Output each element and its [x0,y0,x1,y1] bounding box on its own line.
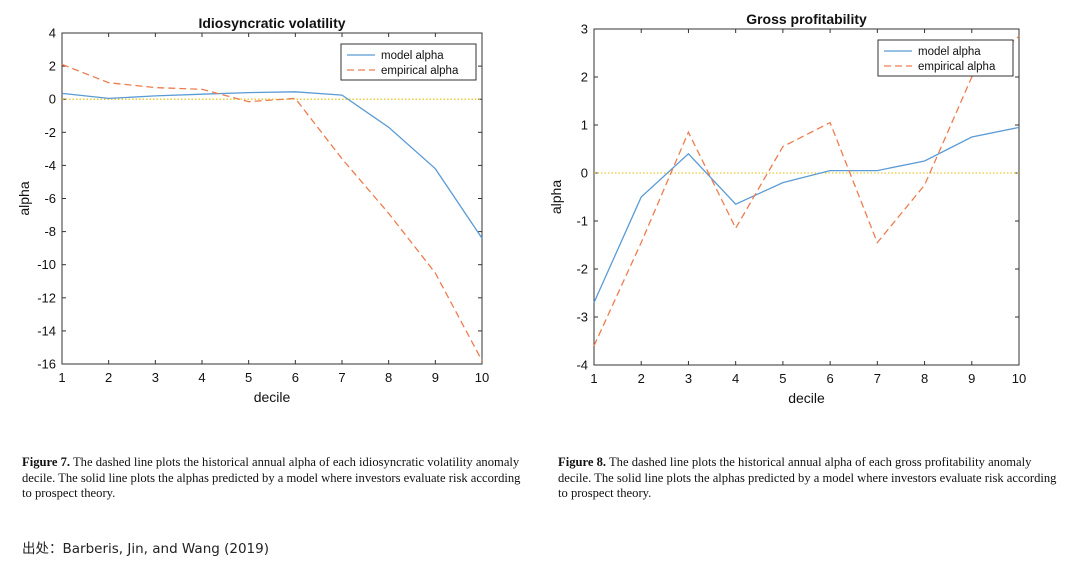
chart2-x-tick-label: 2 [638,371,645,386]
chart1-y-tick-label: -6 [44,191,56,206]
figure-8-text: The dashed line plots the historical ann… [558,455,1057,501]
chart2-x-tick-label: 7 [874,371,881,386]
chart1-y-tick-label: -14 [37,323,56,338]
chart1-x-tick-label: 10 [475,370,489,385]
chart2-x-tick-label: 3 [685,371,692,386]
chart1-y-tick-label: -16 [37,357,56,372]
chart1-x-tick-label: 2 [105,370,112,385]
chart1-legend-box [340,43,477,81]
figure-8-label: Figure 8. [558,455,607,469]
chart2-y-tick-label: 1 [581,118,588,133]
chart2-x-tick-label: 8 [921,371,928,386]
chart1-x-tick-label: 3 [152,370,159,385]
chart1-y-tick-label: 4 [49,26,56,41]
chart1-series-model-alpha [61,91,483,239]
chart1-y-tick-label: 0 [49,92,56,107]
chart1-y-tick-label: -4 [44,158,56,173]
chart1-title: Idiosyncratic volatility [198,15,345,31]
chart2-y-tick-label: -3 [576,310,588,325]
chart1-y-tick-label: -12 [37,290,56,305]
chart2-y-tick-label: -1 [576,214,588,229]
chart1-x-label: decile [254,389,291,405]
chart1-x-tick-label: 6 [292,370,299,385]
chart1-y-tick-label: -2 [44,125,56,140]
chart1-y-tick-label: -8 [44,224,56,239]
chart2-y-tick-label: 3 [581,22,588,37]
chart2-legend: model alpha empirical alpha [877,39,1014,77]
chart2-x-tick-label: 6 [826,371,833,386]
figure-7-text: The dashed line plots the historical ann… [22,455,521,501]
chart2-x-tick-label: 1 [590,371,597,386]
chart1-x-tick-label: 9 [432,370,439,385]
chart1-plot: 1 2 3 4 5 6 7 8 9 10 4 2 0 -2 -4 -6 -8 -10 -12 -14 -16 Idiosy… [16,15,489,405]
chart1-legend-label: model alpha [381,50,444,62]
figure-7-label: Figure 7. [22,455,71,469]
charts-canvas: 1 2 3 4 5 6 7 8 9 10420-2-4-6-8-10-12-14-16Idiosy… [16,11,1026,406]
chart1-legend: model alpha empirical alpha [340,43,477,81]
chart2-y-tick-label: -2 [576,262,588,277]
chart1-y-label: alpha [16,181,32,215]
chart2-x-label: decile [788,390,825,406]
chart2-legend-label: empirical alpha [918,61,996,73]
chart1-x-tick-label: 4 [198,370,205,385]
chart2-series-empirical-alpha [593,35,1020,347]
chart2-x-tick-label: 10 [1012,371,1026,386]
figure-7-caption: Figure 7. The dashed line plots the hist… [22,455,527,502]
chart2-title: Gross profitability [746,11,867,27]
chart1-x-tick-label: 7 [338,370,345,385]
chart1-y-tick-label: 2 [49,59,56,74]
figure-8-caption: Figure 8. The dashed line plots the hist… [558,455,1063,502]
chart2-y-label: alpha [548,180,564,214]
chart1-x-tick-label: 8 [385,370,392,385]
chart1-legend-label: empirical alpha [381,65,459,77]
chart2-y-tick-label: -4 [576,358,588,373]
chart2-legend-label: model alpha [918,46,981,58]
chart2-x-tick-label: 9 [968,371,975,386]
chart2-legend-box [877,39,1014,77]
chart1-x-tick-label: 5 [245,370,252,385]
chart2-series-model-alpha [593,126,1020,303]
chart2-x-tick-label: 4 [732,371,739,386]
chart2-y-tick-label: 0 [581,166,588,181]
chart2-x-tick-label: 5 [779,371,786,386]
source-note: 出处：Barberis, Jin, and Wang (2019) [22,541,270,557]
chart1-x-tick-label: 1 [58,370,65,385]
chart1-y-tick-label: -10 [37,257,56,272]
chart2-axes-box [593,28,1020,366]
chart2-y-tick-label: 2 [581,70,588,85]
chart1-axes-box [61,32,483,365]
chart1-series-empirical-alpha [61,63,483,362]
